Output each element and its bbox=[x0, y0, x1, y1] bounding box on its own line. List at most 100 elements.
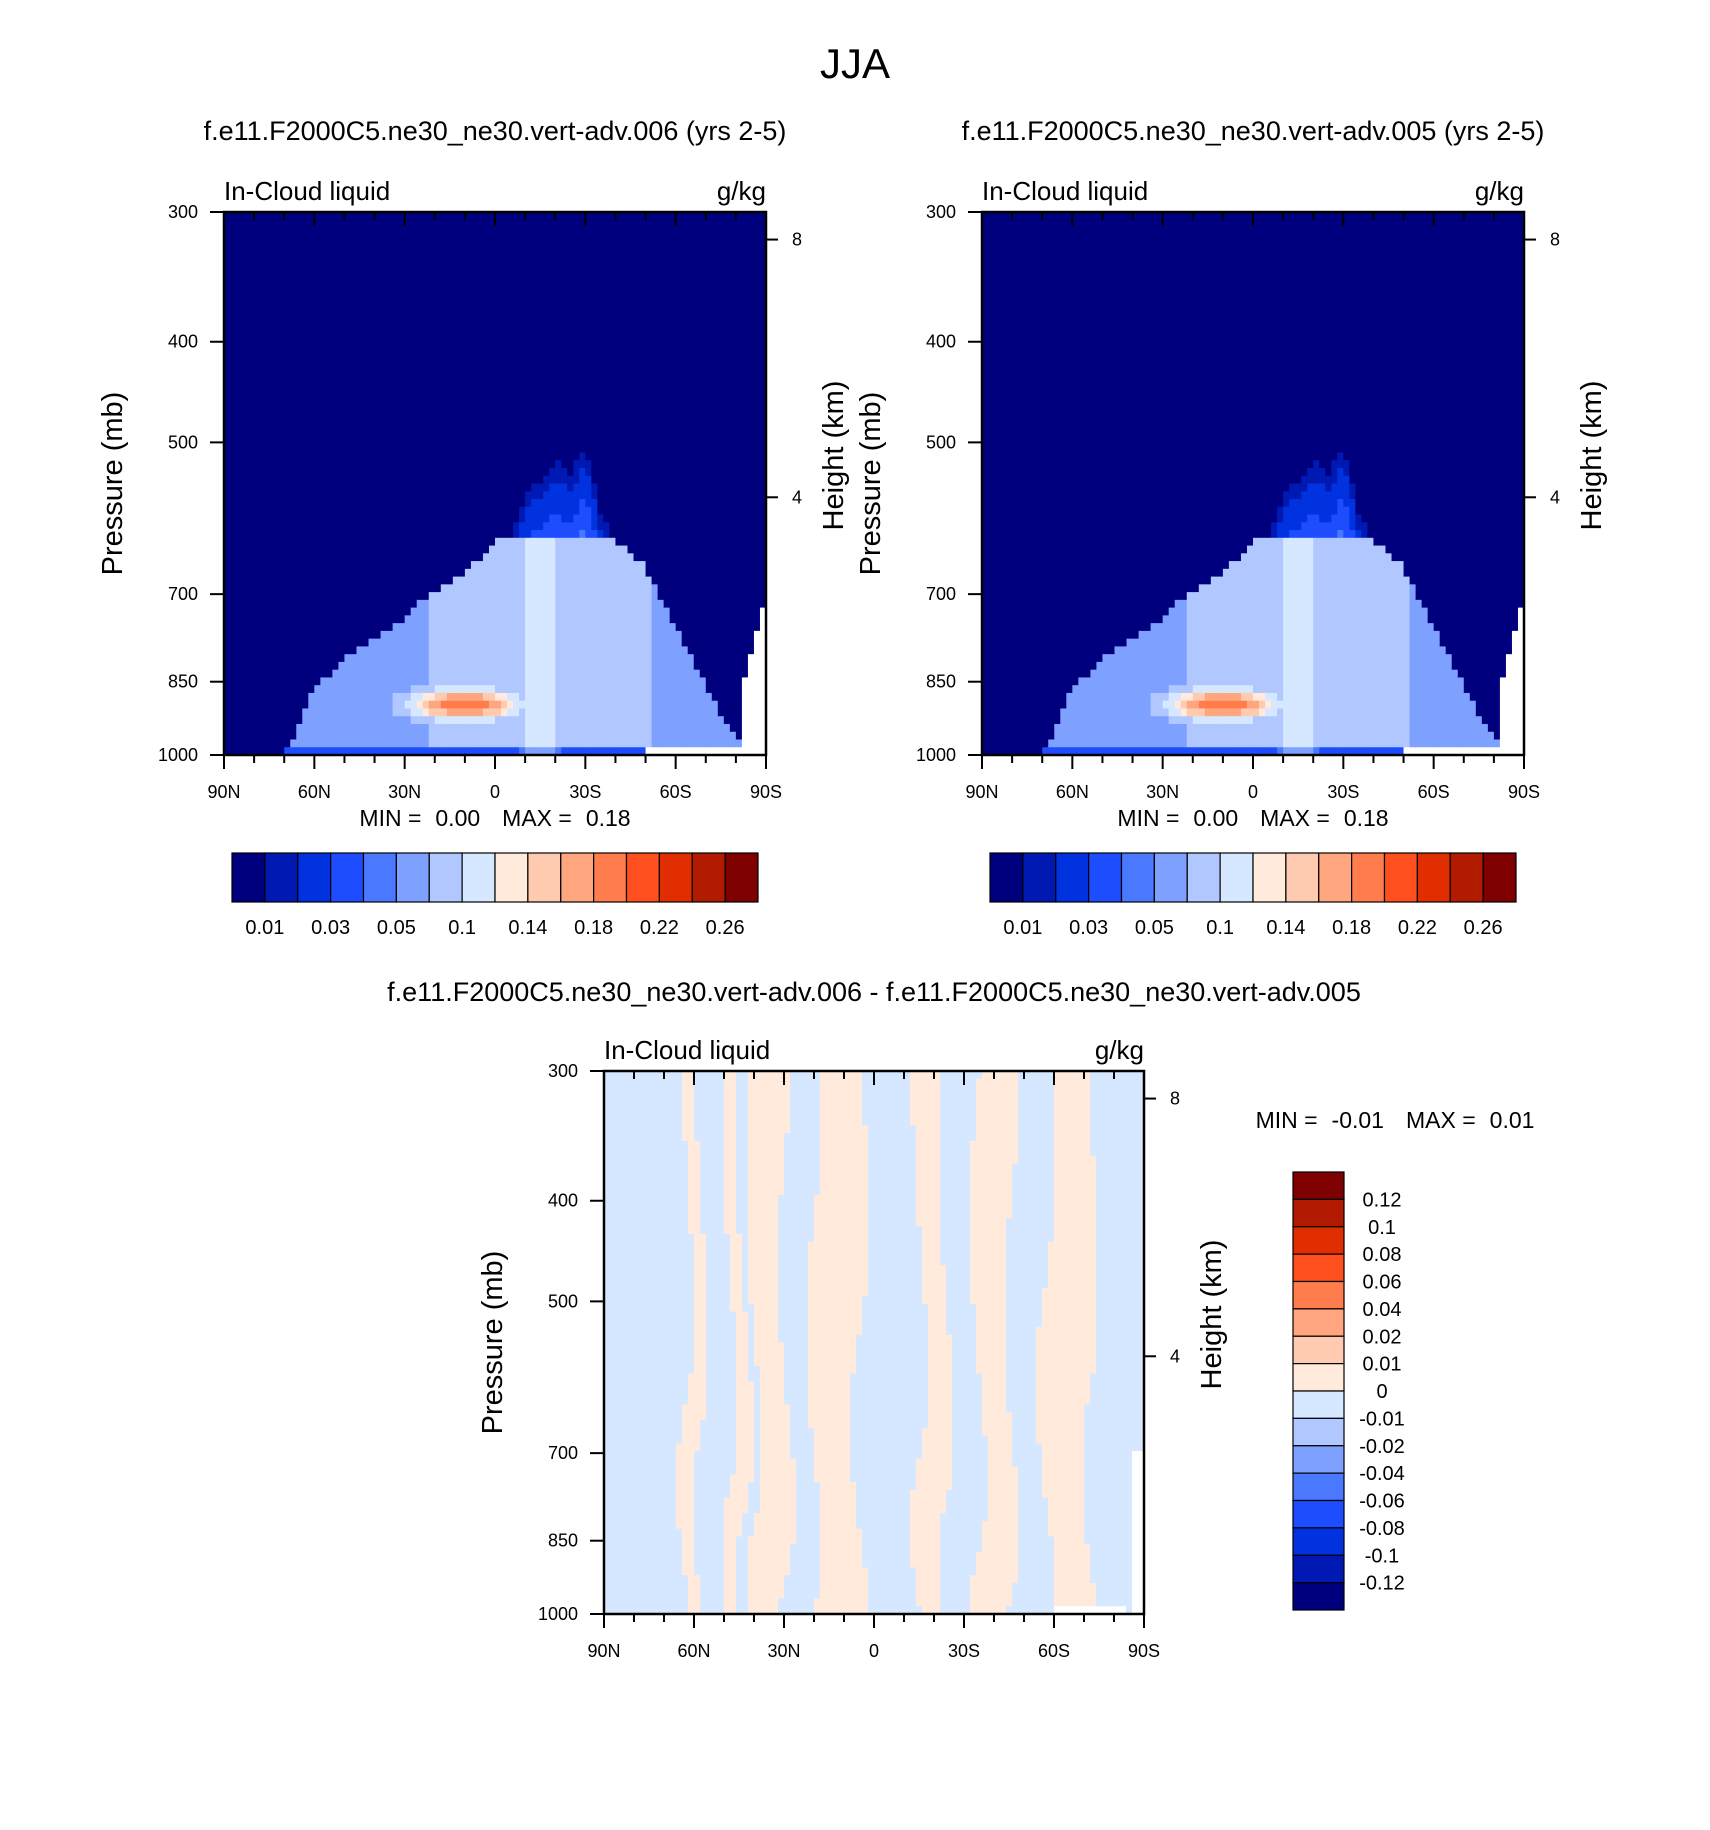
field-cell bbox=[405, 491, 412, 499]
field-cell bbox=[260, 228, 267, 236]
field-cell bbox=[254, 328, 261, 336]
field-cell bbox=[272, 553, 279, 561]
field-cell bbox=[387, 670, 394, 678]
field-cell bbox=[248, 584, 255, 592]
field-cell bbox=[260, 406, 267, 414]
field-cell bbox=[375, 251, 382, 259]
field-cell bbox=[356, 336, 363, 344]
field-cell bbox=[278, 336, 285, 344]
field-cell bbox=[314, 732, 321, 740]
field-cell bbox=[350, 266, 357, 274]
field-cell bbox=[308, 701, 315, 709]
field-cell bbox=[387, 421, 394, 429]
field-cell bbox=[242, 701, 249, 709]
field-cell bbox=[381, 468, 388, 476]
field-cell bbox=[344, 724, 351, 732]
field-cell bbox=[248, 437, 255, 445]
field-cell bbox=[381, 290, 388, 298]
field-cell bbox=[326, 468, 333, 476]
field-cell bbox=[284, 639, 291, 647]
field-cell bbox=[302, 251, 309, 259]
field-cell bbox=[387, 507, 394, 515]
field-cell bbox=[423, 398, 430, 406]
field-cell bbox=[302, 359, 309, 367]
field-cell bbox=[381, 693, 388, 701]
field-cell bbox=[326, 383, 333, 391]
field-cell bbox=[242, 398, 249, 406]
field-cell bbox=[399, 259, 406, 267]
field-cell bbox=[290, 274, 297, 282]
field-cell bbox=[308, 522, 315, 530]
field-cell bbox=[230, 414, 237, 422]
field-cell bbox=[290, 228, 297, 236]
field-cell bbox=[314, 491, 321, 499]
field-cell bbox=[272, 662, 279, 670]
field-cell bbox=[284, 654, 291, 662]
field-cell bbox=[326, 631, 333, 639]
field-cell bbox=[405, 654, 412, 662]
field-cell bbox=[254, 274, 261, 282]
field-cell bbox=[290, 259, 297, 267]
field-cell bbox=[320, 677, 327, 685]
field-cell bbox=[314, 677, 321, 685]
field-cell bbox=[356, 553, 363, 561]
field-cell bbox=[387, 716, 394, 724]
field-cell bbox=[272, 600, 279, 608]
field-cell bbox=[393, 515, 400, 523]
field-cell bbox=[381, 212, 388, 220]
field-cell bbox=[332, 429, 339, 437]
field-cell bbox=[284, 406, 291, 414]
field-cell bbox=[290, 352, 297, 360]
field-cell bbox=[266, 491, 273, 499]
field-cell bbox=[405, 336, 412, 344]
field-cell bbox=[284, 507, 291, 515]
field-cell bbox=[399, 662, 406, 670]
field-cell bbox=[338, 251, 345, 259]
field-cell bbox=[290, 359, 297, 367]
field-cell bbox=[338, 553, 345, 561]
field-cell bbox=[375, 259, 382, 267]
field-cell bbox=[381, 530, 388, 538]
field-cell bbox=[266, 577, 273, 585]
field-cell bbox=[242, 220, 249, 228]
field-cell bbox=[260, 600, 267, 608]
field-cell bbox=[248, 654, 255, 662]
field-cell bbox=[375, 290, 382, 298]
field-cell bbox=[278, 375, 285, 383]
field-cell bbox=[405, 670, 412, 678]
field-cell bbox=[314, 577, 321, 585]
field-cell bbox=[350, 561, 357, 569]
field-cell bbox=[242, 538, 249, 546]
field-cell bbox=[230, 530, 237, 538]
field-cell bbox=[320, 390, 327, 398]
field-cell bbox=[350, 484, 357, 492]
field-cell bbox=[417, 383, 424, 391]
field-cell bbox=[399, 445, 406, 453]
field-cell bbox=[411, 553, 418, 561]
field-cell bbox=[272, 406, 279, 414]
field-cell bbox=[381, 584, 388, 592]
field-cell bbox=[411, 476, 418, 484]
field-cell bbox=[296, 484, 303, 492]
field-cell bbox=[375, 507, 382, 515]
field-cell bbox=[242, 685, 249, 693]
field-cell bbox=[314, 484, 321, 492]
field-cell bbox=[393, 716, 400, 724]
field-cell bbox=[302, 336, 309, 344]
field-cell bbox=[350, 259, 357, 267]
field-cell bbox=[260, 716, 267, 724]
field-cell bbox=[350, 716, 357, 724]
field-cell bbox=[350, 344, 357, 352]
field-cell bbox=[369, 406, 376, 414]
field-cell bbox=[369, 266, 376, 274]
field-cell bbox=[248, 235, 255, 243]
field-cell bbox=[248, 429, 255, 437]
field-cell bbox=[272, 538, 279, 546]
field-cell bbox=[296, 390, 303, 398]
field-cell bbox=[278, 677, 285, 685]
field-cell bbox=[344, 452, 351, 460]
field-cell bbox=[423, 460, 430, 468]
field-cell bbox=[296, 515, 303, 523]
field-cell bbox=[302, 546, 309, 554]
field-cell bbox=[375, 445, 382, 453]
